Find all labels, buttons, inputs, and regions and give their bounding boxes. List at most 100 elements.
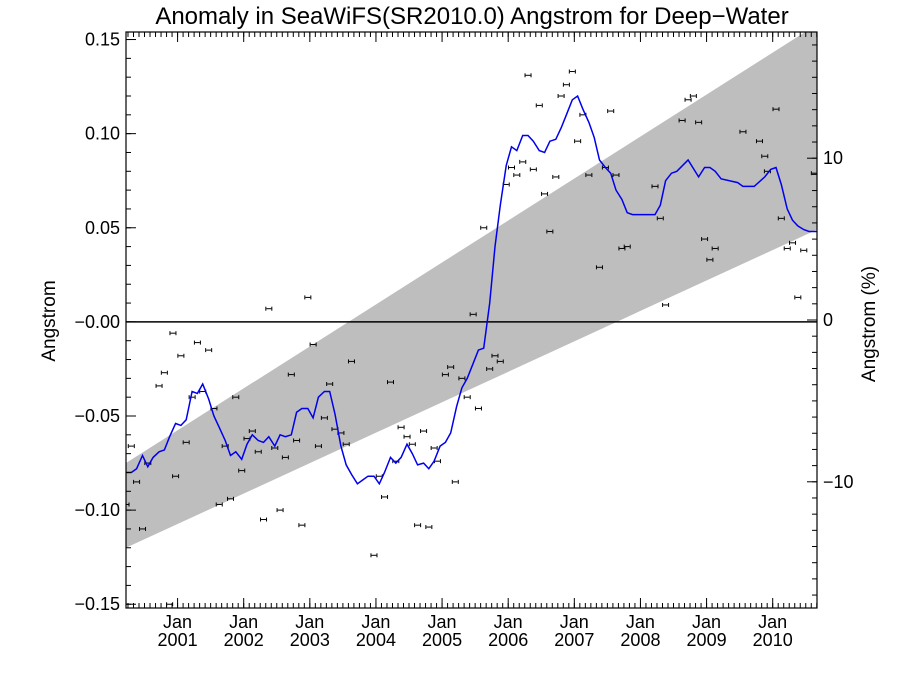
y-axis-label-left: Angstrom <box>39 280 60 361</box>
data-point <box>529 167 537 172</box>
y-tick-label: −0.10 <box>74 500 120 520</box>
data-point <box>169 331 177 336</box>
y-axis-right: 10 0 −10 <box>807 44 854 596</box>
x-axis: Jan2001Jan2002Jan2003Jan2004Jan2005Jan20… <box>127 32 818 650</box>
data-point <box>607 109 615 114</box>
data-point <box>739 129 747 134</box>
data-point <box>182 440 190 445</box>
data-point <box>205 348 213 353</box>
data-point <box>342 442 350 447</box>
x-tick-label-month: Jan <box>560 612 589 632</box>
data-point <box>447 365 455 370</box>
y2-tick-label: 10 <box>823 148 843 168</box>
chart-title: Anomaly in SeaWiFS(SR2010.0) Angstrom fo… <box>155 3 788 30</box>
data-point <box>177 353 185 358</box>
data-point <box>420 429 428 434</box>
data-point <box>160 370 168 375</box>
data-point <box>430 446 438 450</box>
data-point <box>133 479 141 484</box>
data-point <box>126 502 130 507</box>
x-tick-label-year: 2002 <box>224 630 264 650</box>
smoothed-trend-line <box>126 94 817 486</box>
confidence-band <box>126 32 817 548</box>
data-point <box>568 69 576 74</box>
data-point <box>546 229 554 234</box>
data-point <box>370 553 378 558</box>
data-point <box>441 372 449 377</box>
data-point <box>701 237 709 242</box>
data-point <box>562 82 570 87</box>
data-point <box>541 191 549 196</box>
data-point <box>226 496 234 501</box>
y2-tick-label: 0 <box>823 310 833 330</box>
data-point <box>276 508 284 513</box>
x-tick-label-year: 2001 <box>158 630 198 650</box>
data-point <box>193 340 201 345</box>
data-point <box>678 118 686 123</box>
x-tick-label-month: Jan <box>229 612 258 632</box>
x-tick-label-month: Jan <box>692 612 721 632</box>
data-point <box>260 517 268 522</box>
y-tick-label: −0.15 <box>74 594 120 614</box>
data-point <box>695 120 703 125</box>
data-point <box>585 173 593 178</box>
data-point <box>139 526 147 531</box>
data-point <box>552 174 560 179</box>
data-point <box>612 173 620 178</box>
y2-tick-label: −10 <box>823 472 854 492</box>
x-tick-label-month: Jan <box>494 612 523 632</box>
data-point <box>458 376 466 381</box>
y-tick-label: −0.00 <box>74 312 120 332</box>
data-point <box>706 257 714 262</box>
data-points <box>126 69 817 607</box>
data-point <box>480 225 488 230</box>
data-point <box>281 455 289 460</box>
data-point <box>386 380 394 385</box>
data-point <box>755 139 763 144</box>
data-point <box>326 382 334 386</box>
data-point <box>397 425 405 430</box>
data-point <box>491 353 499 358</box>
data-point <box>232 395 240 400</box>
data-point <box>320 415 328 420</box>
data-point <box>381 494 389 499</box>
y-tick-label: −0.05 <box>74 406 120 426</box>
x-tick-label-year: 2004 <box>356 630 396 650</box>
data-point <box>618 246 626 251</box>
data-point <box>794 295 802 300</box>
data-point <box>265 306 273 311</box>
y-axis-label-right: Angstrom (%) <box>859 266 880 382</box>
data-point <box>810 171 817 176</box>
x-tick-label-year: 2010 <box>753 630 793 650</box>
data-point <box>248 429 256 434</box>
x-tick-label-year: 2005 <box>422 630 462 650</box>
data-point <box>662 302 670 307</box>
data-point <box>557 94 565 98</box>
data-point <box>595 265 603 270</box>
data-point <box>656 216 664 221</box>
data-point <box>238 468 246 473</box>
data-point <box>496 359 504 364</box>
data-point <box>347 359 355 364</box>
x-tick-label-year: 2008 <box>620 630 660 650</box>
y-axis-left: 0.15 0.10 0.05 −0.00 −0.05 −0.10 −0.15 <box>74 30 136 614</box>
data-point <box>574 139 582 144</box>
y-tick-label: 0.05 <box>85 218 120 238</box>
data-point <box>711 246 719 251</box>
y-tick-label: 0.10 <box>85 124 120 144</box>
x-tick-label-year: 2006 <box>488 630 528 650</box>
data-point <box>271 446 279 450</box>
data-point <box>524 73 532 78</box>
data-point <box>425 525 433 530</box>
data-point <box>783 246 791 251</box>
data-point <box>535 103 543 108</box>
x-tick-label-month: Jan <box>361 612 390 632</box>
data-point <box>172 474 180 479</box>
data-point <box>689 94 697 98</box>
data-point <box>254 449 262 454</box>
x-tick-label-month: Jan <box>758 612 787 632</box>
data-point <box>772 107 780 112</box>
x-tick-label-month: Jan <box>626 612 655 632</box>
data-point <box>408 442 416 447</box>
